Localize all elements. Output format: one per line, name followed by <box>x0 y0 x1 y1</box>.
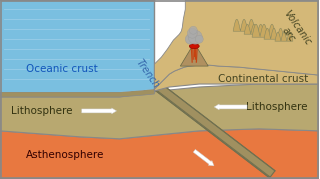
Ellipse shape <box>189 44 199 49</box>
Circle shape <box>187 28 197 38</box>
Polygon shape <box>155 0 319 89</box>
Text: Asthenosphere: Asthenosphere <box>26 150 104 160</box>
Circle shape <box>189 26 197 34</box>
Circle shape <box>195 35 203 43</box>
Text: Continental crust: Continental crust <box>218 74 308 84</box>
Polygon shape <box>0 129 319 179</box>
Text: Oceanic crust: Oceanic crust <box>26 64 98 74</box>
Text: Trench: Trench <box>134 58 161 90</box>
Polygon shape <box>233 19 255 31</box>
Polygon shape <box>264 28 284 39</box>
Text: Volcanic
arc: Volcanic arc <box>272 8 313 54</box>
Polygon shape <box>155 83 275 178</box>
Text: Lithosphere: Lithosphere <box>11 106 73 116</box>
Circle shape <box>185 34 195 44</box>
Polygon shape <box>244 24 264 34</box>
FancyArrow shape <box>214 104 247 110</box>
FancyArrow shape <box>82 108 116 114</box>
Polygon shape <box>0 84 319 139</box>
Polygon shape <box>0 89 155 97</box>
Polygon shape <box>275 32 293 41</box>
Circle shape <box>188 30 202 44</box>
Polygon shape <box>180 46 208 66</box>
FancyArrow shape <box>193 149 214 166</box>
Polygon shape <box>0 0 155 92</box>
Text: Lithosphere: Lithosphere <box>246 102 308 112</box>
Polygon shape <box>155 65 319 91</box>
Polygon shape <box>252 24 276 37</box>
